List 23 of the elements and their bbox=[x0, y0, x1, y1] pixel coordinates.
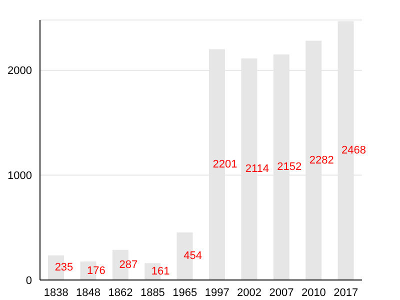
y-tick-label: 2000 bbox=[8, 65, 32, 78]
data-label: 454 bbox=[184, 250, 202, 262]
x-tick-label: 1848 bbox=[76, 286, 101, 299]
x-tick-label: 2002 bbox=[237, 286, 262, 299]
x-tick-label: 1997 bbox=[204, 286, 230, 299]
data-label: 2468 bbox=[342, 144, 366, 157]
data-label: 2114 bbox=[245, 163, 270, 176]
x-tick-label: 1965 bbox=[172, 286, 198, 299]
y-tick-label: 0 bbox=[26, 274, 32, 287]
data-label: 176 bbox=[87, 264, 106, 277]
data-label: 2201 bbox=[212, 158, 238, 171]
x-tick-label: 1885 bbox=[140, 286, 165, 299]
data-label: 161 bbox=[151, 266, 170, 278]
data-label: 287 bbox=[119, 258, 138, 271]
x-tick-label: 2007 bbox=[269, 286, 294, 299]
x-tick-label: 1838 bbox=[44, 286, 68, 299]
x-tick-label: 2017 bbox=[334, 286, 358, 299]
data-label: 235 bbox=[54, 262, 74, 274]
data-label: 2152 bbox=[277, 161, 302, 174]
data-label: 2282 bbox=[309, 154, 334, 166]
x-tick-label: 1862 bbox=[108, 286, 133, 299]
y-tick-label: 1000 bbox=[8, 170, 32, 182]
x-tick-label: 2010 bbox=[301, 286, 326, 299]
